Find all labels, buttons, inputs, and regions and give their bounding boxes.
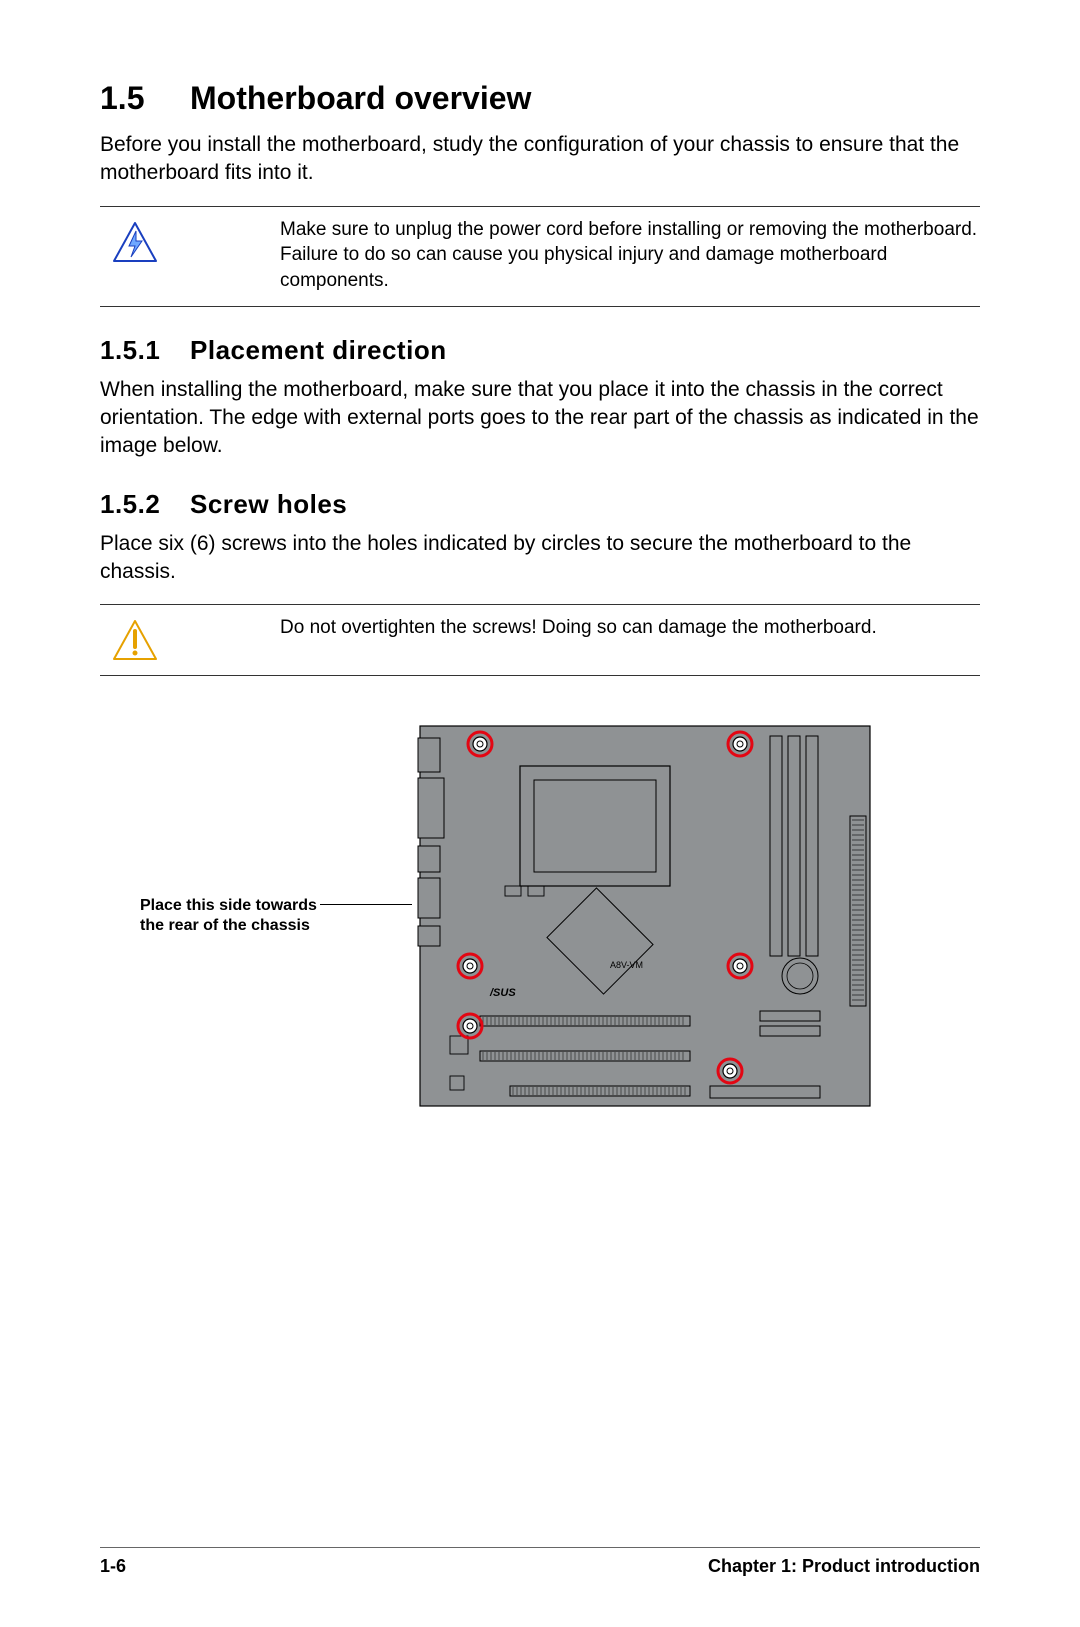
figure-label-line2: the rear of the chassis <box>140 917 310 934</box>
subsection-body: Place six (6) screws into the holes indi… <box>100 530 980 587</box>
figure-leader-line <box>320 904 412 905</box>
lightning-warning-icon <box>100 217 170 265</box>
warning-text: Make sure to unplug the power cord befor… <box>260 217 980 294</box>
figure-label-line1: Place this side towards <box>140 897 317 914</box>
document-page: 1.5Motherboard overview Before you insta… <box>0 0 1080 1627</box>
warning-callout: Make sure to unplug the power cord befor… <box>100 206 980 307</box>
section-title: Motherboard overview <box>190 80 531 116</box>
caution-callout: Do not overtighten the screws! Doing so … <box>100 604 980 676</box>
subsection-number: 1.5.2 <box>100 489 190 520</box>
subsection-title: Screw holes <box>190 489 347 519</box>
section-number: 1.5 <box>100 80 190 117</box>
caution-icon <box>100 615 170 663</box>
subsection-heading: 1.5.2Screw holes <box>100 489 980 520</box>
svg-text:/SUS: /SUS <box>489 987 516 999</box>
page-footer: 1-6 Chapter 1: Product introduction <box>100 1547 980 1577</box>
section-heading: 1.5Motherboard overview <box>100 80 980 117</box>
figure-label: Place this side towards the rear of the … <box>140 896 370 936</box>
page-number: 1-6 <box>100 1556 126 1577</box>
svg-text:A8V-VM: A8V-VM <box>610 960 643 970</box>
subsection-title: Placement direction <box>190 335 447 365</box>
motherboard-figure: Place this side towards the rear of the … <box>100 706 980 1136</box>
motherboard-diagram: A8V-VM/SUS <box>410 706 880 1116</box>
subsection-body: When installing the motherboard, make su… <box>100 376 980 461</box>
subsection-heading: 1.5.1Placement direction <box>100 335 980 366</box>
chapter-label: Chapter 1: Product introduction <box>708 1556 980 1577</box>
subsection-number: 1.5.1 <box>100 335 190 366</box>
caution-text: Do not overtighten the screws! Doing so … <box>260 615 980 641</box>
intro-paragraph: Before you install the motherboard, stud… <box>100 131 980 188</box>
